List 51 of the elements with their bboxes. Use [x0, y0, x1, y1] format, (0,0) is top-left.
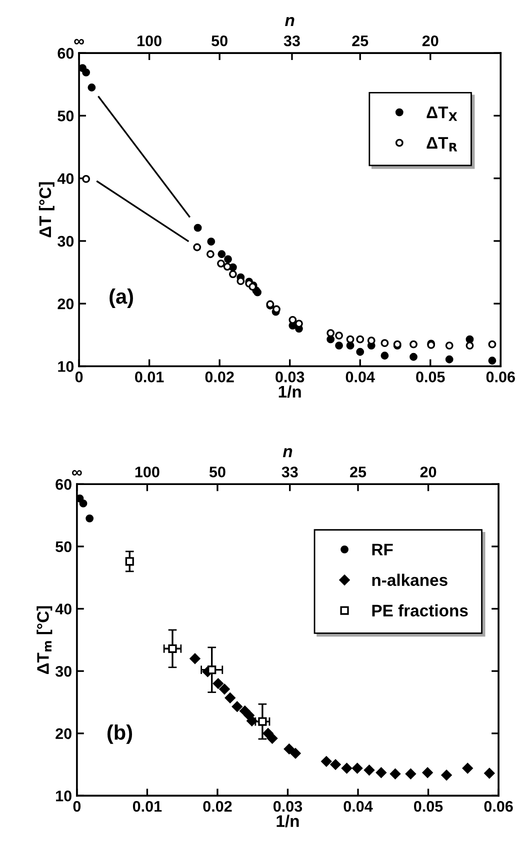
- x-tick-label: 0.04: [344, 800, 373, 812]
- text: 25: [352, 35, 368, 46]
- y-tick-label: 10: [58, 361, 74, 372]
- y-tick-label: 40: [55, 604, 72, 614]
- x-tick-label: 0.04: [346, 372, 375, 382]
- text: 33: [284, 35, 300, 46]
- y-tick-label: 60: [56, 479, 72, 490]
- x-tick-label: 0.06: [484, 800, 513, 812]
- text: 50: [209, 466, 226, 478]
- y-axis-title: ΔT$_{m}$ [°C]: [36, 606, 52, 674]
- text: 25: [350, 466, 366, 478]
- y-tick-label: 30: [58, 236, 74, 247]
- legend-label: ΔT$_{R}$: [426, 137, 458, 152]
- x-tick-label: 0.06: [486, 372, 515, 382]
- text: 50: [212, 35, 228, 46]
- legend-label: RF: [372, 544, 393, 556]
- text: 20: [422, 35, 438, 46]
- y-tick-label: 20: [58, 298, 74, 310]
- legend-label: PE fractions: [372, 604, 468, 617]
- x-tick-label: 0.02: [203, 800, 232, 812]
- x-tick-label: 0: [73, 800, 81, 812]
- y-tick-label: 50: [56, 541, 72, 552]
- x2-axis-title: n: [285, 17, 294, 26]
- y-tick-label: 40: [57, 173, 74, 184]
- y-tick-label: 30: [55, 666, 72, 677]
- text: 100: [138, 35, 162, 46]
- x-tick-label: 0.01: [135, 372, 164, 382]
- x-tick-label: 0.05: [416, 372, 445, 382]
- legend-label: ΔT$_{X}$: [426, 106, 458, 121]
- y-tick-label: 50: [58, 110, 74, 122]
- y-tick-label: 20: [56, 728, 72, 740]
- y-tick-label: 60: [58, 48, 74, 59]
- x-tick-label: 0.03: [276, 372, 304, 382]
- annotation: (a): [110, 288, 133, 308]
- text: 20: [420, 466, 436, 478]
- x-tick-label: 0.02: [205, 372, 234, 382]
- text: 100: [135, 466, 160, 478]
- text: ∞: [72, 470, 82, 476]
- x-tick-label: 0.05: [414, 800, 443, 812]
- x-tick-label: 0.03: [273, 800, 302, 812]
- text: ∞: [74, 38, 84, 45]
- y-axis-title: ΔT [°C]: [38, 182, 54, 238]
- legend-label: n-alkanes: [372, 574, 448, 586]
- x-axis-title: 1/n: [278, 385, 301, 398]
- x2-axis-title: n: [282, 448, 292, 458]
- x-tick-label: 0.01: [132, 800, 162, 812]
- x-tick-label: 0: [75, 372, 83, 382]
- x-axis-title: 1/n: [276, 814, 299, 828]
- y-tick-label: 10: [56, 790, 72, 802]
- text: 33: [282, 466, 298, 478]
- annotation: (b): [107, 724, 132, 744]
